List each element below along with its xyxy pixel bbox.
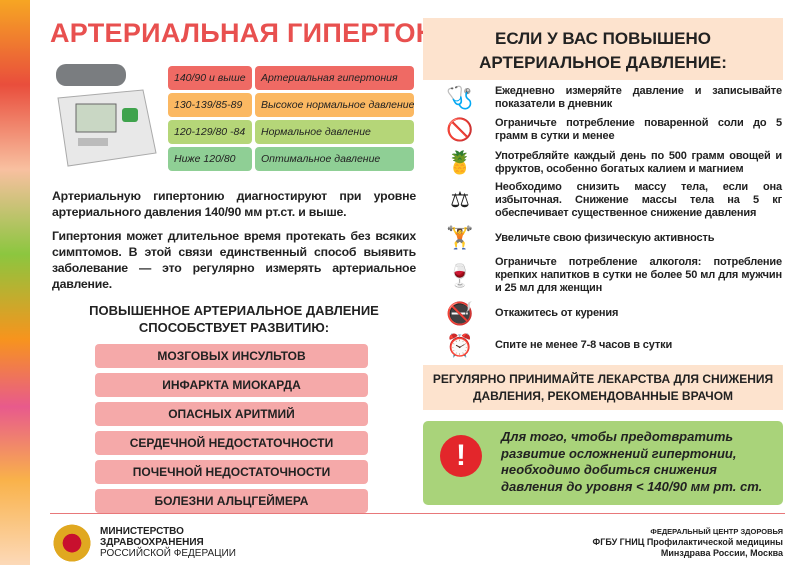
- bp-value: 140/90 и выше: [168, 66, 252, 90]
- warning-text: Для того, чтобы предотвратить развитие о…: [501, 429, 763, 494]
- risk-item: БОЛЕЗНИ АЛЬЦГЕЙМЕРА: [95, 489, 368, 513]
- tip-row: 🍷 Ограничьте потребление алкоголя: потреб…: [435, 256, 782, 295]
- tip-item: Ограничьте потребление алкоголя: потребл…: [495, 256, 782, 295]
- center-line: ФГБУ ГНИЦ Профилактической медицины: [592, 537, 783, 547]
- alarm-clock-icon: ⏰: [446, 332, 474, 358]
- left-column: Артериальную гипертонию диагностируют пр…: [52, 188, 416, 513]
- scales-icon: ⚖: [450, 187, 470, 213]
- blood-pressure-monitor-image: [56, 64, 157, 167]
- tip-item: Увеличьте свою физическую активность: [495, 231, 715, 244]
- ministry-line: МИНИСТЕРСТВО: [100, 526, 184, 537]
- bp-row: 130-139/85-89 Высокое нормальное давление: [168, 93, 414, 117]
- risk-item: МОЗГОВЫХ ИНСУЛЬТОВ: [95, 344, 368, 368]
- ministry-line: ЗДРАВООХРАНЕНИЯ: [100, 537, 204, 548]
- center-line: Минздрава России, Москва: [660, 548, 783, 558]
- tip-row: 🚫 Ограничьте потребление поваренной соли …: [435, 116, 782, 144]
- risks-heading: ПОВЫШЕННОЕ АРТЕРИАЛЬНОЕ ДАВЛЕНИЕ СПОСОБС…: [89, 303, 379, 335]
- tip-row: 🚭 Откажитесь от курения: [435, 300, 782, 328]
- tip-item: Спите не менее 7-8 часов в сутки: [495, 339, 673, 352]
- risk-item: ПОЧЕЧНОЙ НЕДОСТАТОЧНОСТИ: [95, 460, 368, 484]
- risk-item: ОПАСНЫХ АРИТМИЙ: [95, 402, 368, 426]
- diagnosis-paragraph: Артериальную гипертонию диагностируют пр…: [52, 189, 416, 219]
- bp-value: Ниже 120/80: [168, 147, 252, 171]
- tip-item: Необходимо снизить массу тела, если она …: [495, 180, 782, 219]
- bp-row: 140/90 и выше Артериальная гипертония: [168, 66, 414, 90]
- tips-list: 🩺 Ежедневно измеряйте давление и записыва…: [435, 84, 782, 360]
- risks-list: МОЗГОВЫХ ИНСУЛЬТОВ ИНФАРКТА МИОКАРДА ОПА…: [52, 344, 368, 513]
- ministry-emblem-logo: [52, 520, 92, 562]
- risk-item: ИНФАРКТА МИОКАРДА: [95, 373, 368, 397]
- ministry-name: МИНИСТЕРСТВО ЗДРАВООХРАНЕНИЯ РОССИЙСКОЙ …: [100, 526, 236, 559]
- fruits-vegetables-icon: 🍍: [446, 149, 474, 175]
- exclamation-icon: !: [440, 435, 482, 477]
- bp-label: Нормальное давление: [255, 120, 414, 144]
- tip-item: Употребляйте каждый день по 500 грамм ов…: [495, 149, 782, 175]
- decorative-strip: [0, 0, 30, 565]
- footer-divider: [50, 513, 785, 514]
- no-alcohol-icon: 🍷: [446, 262, 474, 288]
- bp-value: 130-139/85-89: [168, 93, 252, 117]
- warning-box: ! Для того, чтобы предотвратить развитие…: [423, 421, 783, 505]
- tip-row: 🏋 Увеличьте свою физическую активность: [435, 224, 782, 252]
- no-salt-icon: 🚫: [446, 117, 474, 143]
- ministry-line: РОССИЙСКОЙ ФЕДЕРАЦИИ: [100, 548, 236, 559]
- bp-row: 120-129/80 -84 Нормальное давление: [168, 120, 414, 144]
- symptoms-paragraph: Гипертония может длительное время протек…: [52, 229, 416, 291]
- tip-item: Ограничьте потребление поваренной соли д…: [495, 117, 782, 143]
- blood-pressure-monitor-icon: 🩺: [446, 85, 474, 110]
- right-heading: ЕСЛИ У ВАС ПОВЫШЕНО АРТЕРИАЛЬНОЕ ДАВЛЕНИ…: [423, 18, 783, 80]
- center-line: ФЕДЕРАЛЬНЫЙ ЦЕНТР ЗДОРОВЬЯ: [650, 527, 783, 536]
- no-smoking-icon: 🚭: [446, 300, 474, 326]
- bp-label: Артериальная гипертония: [255, 66, 414, 90]
- bp-value: 120-129/80 -84: [168, 120, 252, 144]
- health-center-name: ФЕДЕРАЛЬНЫЙ ЦЕНТР ЗДОРОВЬЯ ФГБУ ГНИЦ Про…: [593, 526, 783, 559]
- exercise-icon: 🏋: [446, 225, 474, 251]
- bp-label: Оптимальное давление: [255, 147, 414, 171]
- tip-item: Ежедневно измеряйте давление и записывай…: [495, 85, 782, 110]
- bp-label: Высокое нормальное давление: [255, 93, 414, 117]
- blood-pressure-table: 140/90 и выше Артериальная гипертония 130…: [168, 66, 414, 174]
- medication-banner: РЕГУЛЯРНО ПРИНИМАЙТЕ ЛЕКАРСТВА ДЛЯ СНИЖЕ…: [423, 365, 783, 410]
- bp-row: Ниже 120/80 Оптимальное давление: [168, 147, 414, 171]
- risk-item: СЕРДЕЧНОЙ НЕДОСТАТОЧНОСТИ: [95, 431, 368, 455]
- tip-row: ⚖ Необходимо снизить массу тела, если она…: [435, 181, 782, 220]
- tip-row: ⏰ Спите не менее 7-8 часов в сутки: [435, 332, 782, 360]
- tip-item: Откажитесь от курения: [495, 307, 619, 320]
- tip-row: 🩺 Ежедневно измеряйте давление и записыва…: [435, 84, 782, 112]
- tip-row: 🍍 Употребляйте каждый день по 500 грамм о…: [435, 149, 782, 177]
- page-title: АРТЕРИАЛЬНАЯ ГИПЕРТОНИЯ: [50, 18, 475, 48]
